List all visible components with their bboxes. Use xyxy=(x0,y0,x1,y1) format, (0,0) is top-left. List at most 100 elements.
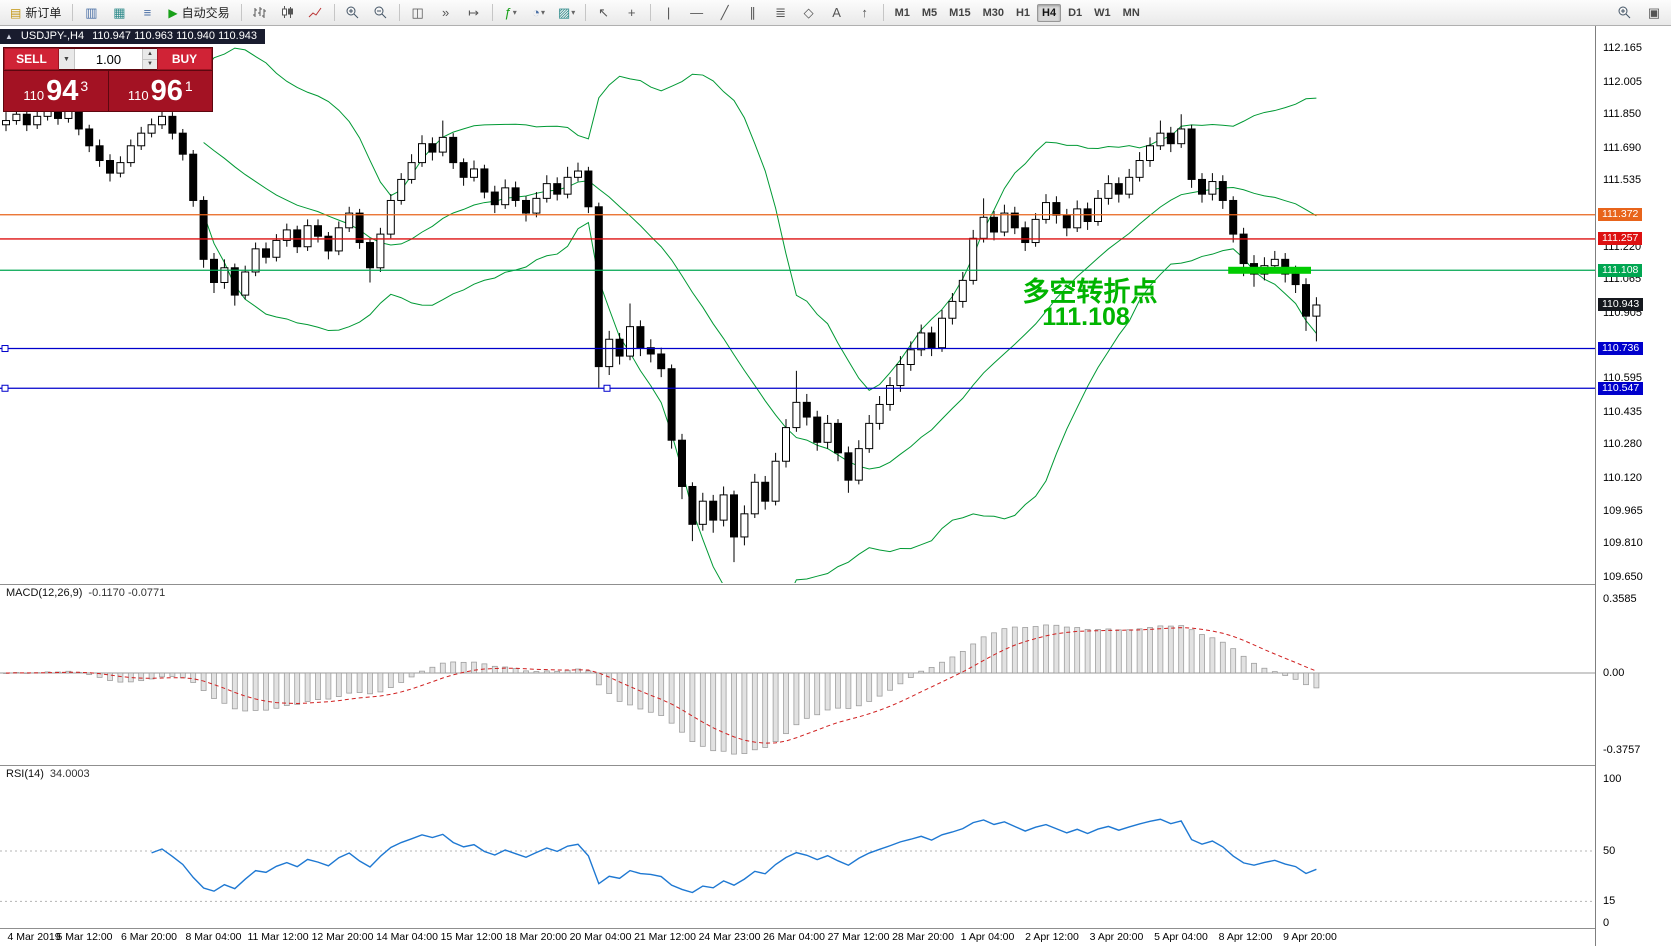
chart-shift-icon: ↦ xyxy=(468,5,480,20)
volume-stepper: ▲ ▼ xyxy=(142,49,157,69)
panel-splitter-macd[interactable] xyxy=(0,584,1671,585)
cursor-button[interactable]: ↖ xyxy=(591,2,617,24)
time-label: 5 Apr 04:00 xyxy=(1154,931,1208,943)
price-tick: 110.595 xyxy=(1603,372,1642,385)
time-label: 12 Mar 20:00 xyxy=(311,931,374,943)
time-label: 6 Mar 20:00 xyxy=(120,931,178,943)
autotrading-button[interactable]: ▶ 自动交易 xyxy=(162,2,235,24)
volume-input[interactable]: 1.00 xyxy=(95,51,122,67)
cursor-icon: ↖ xyxy=(598,5,610,20)
macd-scale-label: -0.3757 xyxy=(1603,744,1641,757)
tile-windows-button[interactable]: ◫ xyxy=(405,2,431,24)
volume-increase-button[interactable]: ▲ xyxy=(143,49,157,60)
new-order-label: 新订单 xyxy=(25,6,62,20)
time-label: 8 Apr 12:00 xyxy=(1218,931,1273,943)
time-label: 20 Mar 04:00 xyxy=(569,931,632,943)
charts-button[interactable]: ▥ xyxy=(78,2,104,24)
new-order-button[interactable]: ▤ 新订单 xyxy=(4,2,67,24)
price-badge: 110.547 xyxy=(1598,381,1644,395)
periods-button[interactable]: ◔ ▾ xyxy=(526,2,552,24)
macd-name: MACD(12,26,9) xyxy=(6,587,83,599)
chart-shift-button[interactable]: ↦ xyxy=(461,2,487,24)
fibonacci-tool-button[interactable]: ≣ xyxy=(768,2,794,24)
price-tick: 109.650 xyxy=(1603,570,1643,583)
bar-chart-button[interactable] xyxy=(247,2,273,24)
crosshair-button[interactable]: + xyxy=(619,2,645,24)
templates-icon: ▨ xyxy=(557,5,571,20)
rsi-scale-label: 0 xyxy=(1603,917,1610,929)
time-label: 5 Mar 12:00 xyxy=(56,931,113,943)
timeframe-button-d1[interactable]: D1 xyxy=(1068,6,1083,19)
tile-windows-icon: ◫ xyxy=(411,5,424,20)
timeframe-button-mn[interactable]: MN xyxy=(1122,6,1140,19)
periods-clock-icon: ◔ xyxy=(532,5,541,20)
timeframe-button-m15[interactable]: M15 xyxy=(949,6,971,19)
sell-price-bigfigure: 110 xyxy=(23,88,45,103)
timeframe-button-h1[interactable]: H1 xyxy=(1015,6,1031,19)
windows-icon: ▣ xyxy=(1647,5,1661,20)
one-click-trading-panel: SELL ▼ 1.00 ▲ ▼ BUY 110 94 3 110 96 1 xyxy=(3,47,213,112)
macd-scale-label: 0.00 xyxy=(1603,667,1625,679)
toolbar-separator xyxy=(491,4,493,21)
trendline-tool-button[interactable]: ╱ xyxy=(712,2,738,24)
text-tool-icon: A xyxy=(832,5,841,20)
toolbar-separator xyxy=(398,4,400,21)
market-watch-button[interactable]: ▦ xyxy=(106,2,132,24)
macd-panel-label: MACD(12,26,9) -0.1170 -0.0771 xyxy=(6,587,165,599)
sell-price[interactable]: 110 94 3 xyxy=(4,71,108,111)
macd-scale-label: 0.3585 xyxy=(1603,593,1637,606)
auto-scroll-button[interactable]: » xyxy=(433,2,459,24)
zoom-out-button[interactable] xyxy=(368,2,394,24)
channel-tool-button[interactable]: ∥ xyxy=(740,2,766,24)
buy-button[interactable]: BUY xyxy=(157,48,212,70)
text-tool-button[interactable]: A xyxy=(824,2,850,24)
time-label: 8 Mar 04:00 xyxy=(185,931,242,943)
windows-button[interactable]: ▣ xyxy=(1641,2,1667,24)
price-tick: 112.005 xyxy=(1603,75,1642,88)
chart-canvas[interactable] xyxy=(0,26,1595,928)
horizontal-line-tool-button[interactable]: — xyxy=(684,2,710,24)
candlestick-chart-button[interactable] xyxy=(275,2,301,24)
annotation-text-price-level[interactable]: 111.108 xyxy=(1042,303,1130,331)
line-chart-button[interactable] xyxy=(303,2,329,24)
price-tick: 111.850 xyxy=(1603,108,1642,121)
crosshair-icon: + xyxy=(627,5,636,20)
panel-splitter-rsi[interactable] xyxy=(0,765,1671,766)
sell-price-fraction: 3 xyxy=(80,78,89,94)
autotrading-play-icon: ▶ xyxy=(168,5,178,20)
time-label: 26 Mar 04:00 xyxy=(763,931,825,943)
buy-price-fraction: 1 xyxy=(184,78,193,94)
vertical-line-tool-button[interactable]: | xyxy=(656,2,682,24)
timeframe-button-m1[interactable]: M1 xyxy=(894,6,910,19)
timeframe-button-h4[interactable]: H4 xyxy=(1037,3,1062,22)
sell-button[interactable]: SELL xyxy=(4,48,59,70)
navigator-button[interactable]: ≡ xyxy=(134,2,160,24)
timeframe-button-m30[interactable]: M30 xyxy=(982,6,1004,19)
price-tick: 112.165 xyxy=(1603,42,1642,54)
macd-values: -0.1170 -0.0771 xyxy=(88,587,166,599)
auto-scroll-icon: » xyxy=(441,5,450,20)
arrows-tool-button[interactable]: ↑ xyxy=(852,2,878,24)
timeframe-button-m5[interactable]: M5 xyxy=(921,6,938,19)
price-tick: 110.120 xyxy=(1603,472,1642,485)
timeframe-button-w1[interactable]: W1 xyxy=(1094,6,1111,19)
search-button[interactable] xyxy=(1611,2,1637,24)
zoom-in-button[interactable] xyxy=(340,2,366,24)
shapes-tool-button[interactable]: ◇ xyxy=(796,2,822,24)
price-badge: 111.372 xyxy=(1598,208,1643,222)
volume-decrease-button[interactable]: ▼ xyxy=(143,59,157,69)
price-axis[interactable]: 112.165 112.005 111.850 111.690 111.535 111.2… xyxy=(1595,26,1671,946)
toolbar-separator xyxy=(72,4,74,21)
toolbar-separator xyxy=(882,4,884,21)
indicators-button[interactable]: ƒ ▾ xyxy=(498,2,524,24)
time-axis[interactable]: 4 Mar 2019 5 Mar 12:00 6 Mar 20:00 8 Mar 04… xyxy=(0,929,1595,946)
price-badge: 110.943 xyxy=(1598,298,1644,312)
price-divider xyxy=(107,71,109,111)
templates-button[interactable]: ▨ ▾ xyxy=(554,2,580,24)
one-click-collapse-icon[interactable]: ▲ xyxy=(5,32,13,41)
volume-dropdown[interactable]: ▼ xyxy=(59,49,75,69)
chevron-down-icon: ▾ xyxy=(571,8,576,17)
buy-price[interactable]: 110 96 1 xyxy=(109,71,213,111)
price-tick: 110.435 xyxy=(1603,405,1642,418)
horizontal-line-icon: — xyxy=(690,5,704,20)
